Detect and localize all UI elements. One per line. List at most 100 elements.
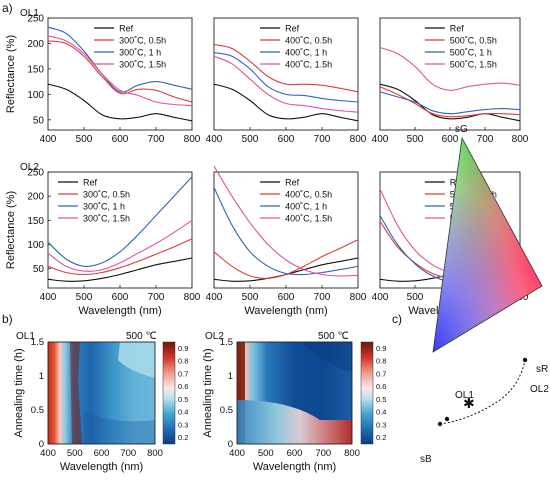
line-chart-a4: 400 500 600 700 800 50 100 150 200 250 Reflectance… [5, 162, 201, 317]
figure-label-b: b) [2, 312, 13, 326]
x-tick-label: 400 [206, 292, 223, 303]
x-tick-label: 400 [372, 292, 389, 303]
gamut-triangle [432, 136, 543, 353]
series-line [379, 86, 521, 118]
heatmap-surface [237, 342, 352, 444]
y-axis-label: Annealing time (h) [13, 348, 25, 437]
colorbar-tick-label: 0.4 [178, 408, 188, 417]
series-line [47, 35, 193, 107]
x-tick-label: 500 [67, 448, 83, 459]
colorbar-tick-label: 0.5 [376, 395, 386, 404]
series-line [379, 83, 521, 122]
y-tick-label: 1 [228, 371, 233, 382]
legend-label: Ref [285, 178, 300, 188]
legend-label: 400˚C, 1.5h [285, 214, 332, 224]
heatmap-frame [47, 341, 156, 445]
y-tick-label: 50 [33, 115, 45, 126]
legend-label: 400˚C, 1 h [285, 48, 327, 58]
legend: Ref 300˚C, 0.5h 300˚C, 1 h 300˚C, 1.5h [58, 178, 130, 224]
x-tick-label: 700 [477, 134, 494, 145]
x-tick-label: 800 [350, 292, 367, 303]
series-line [213, 239, 359, 279]
panel-group-label: OL2 [20, 162, 39, 173]
figure-label-a: a) [2, 1, 13, 15]
legend-label: 400˚C, 1 h [285, 202, 327, 212]
x-axis-label: Wavelength (nm) [244, 305, 327, 317]
series-line [213, 165, 359, 277]
x-tick-label: 600 [94, 448, 110, 459]
x-tick-label: 600 [112, 134, 129, 145]
x-tick-label: 800 [184, 134, 201, 145]
x-tick-label: 400 [206, 134, 223, 145]
colorbar-tick-label: 0.6 [178, 382, 188, 391]
corner-label-sb: sB [420, 454, 432, 465]
heatmap-panel-ol2: OL2 500 ℃ 400 500 600 700 800 0 0.5 1 1.5 Wavelen… [202, 331, 386, 473]
y-tick-label: 50 [33, 264, 45, 275]
legend-label: 300˚C, 0.5h [83, 190, 130, 200]
legend-label: 300˚C, 0.5h [119, 36, 166, 46]
point-label-ol1: OL1 [455, 390, 474, 401]
y-tick-label: 1 [39, 371, 44, 382]
x-tick-label: 800 [344, 448, 360, 459]
y-tick-label: 0 [39, 439, 44, 450]
x-tick-label: 800 [147, 448, 163, 459]
panel-group-label: OL1 [20, 8, 39, 19]
x-tick-label: 500 [407, 292, 424, 303]
legend: Ref 400˚C, 0.5h 400˚C, 1 h 400˚C, 1.5h [260, 178, 332, 224]
series-line [379, 91, 521, 115]
y-tick-label: 1.5 [220, 337, 233, 348]
x-tick-label: 700 [314, 292, 331, 303]
colorbar-tick-label: 0.9 [376, 344, 386, 353]
legend-label: Ref [119, 24, 134, 34]
series-line [213, 55, 359, 113]
line-chart-a2: 400 500 600 700 800 Ref 400˚C, 0.5h 400˚C, 1 h 4… [206, 17, 367, 145]
series-line [213, 83, 359, 122]
x-axis-label: Wavelength (nm) [253, 461, 336, 473]
corner-label-sg: sG [455, 124, 468, 135]
y-tick-label: 0.5 [31, 405, 44, 416]
legend-label: 300˚C, 1 h [83, 202, 125, 212]
x-tick-label: 700 [314, 134, 331, 145]
x-tick-label: 400 [372, 134, 389, 145]
colorbar-tick-label: 0.6 [376, 382, 386, 391]
legend-label: Ref [83, 178, 98, 188]
x-tick-label: 800 [184, 292, 201, 303]
y-tick-label: 0.5 [220, 405, 233, 416]
colorbar-tick-label: 0.2 [178, 433, 188, 442]
colorbar-tick-label: 0.8 [178, 357, 188, 366]
figure-label-c: c) [392, 312, 402, 326]
series-line [47, 219, 193, 272]
trajectory-point [444, 416, 450, 422]
x-axis-label: Wavelength (nm) [60, 461, 143, 473]
x-tick-label: 800 [512, 134, 529, 145]
x-tick-label: 600 [112, 292, 129, 303]
x-tick-label: 800 [350, 134, 367, 145]
colorbar-tick-label: 0.4 [376, 408, 386, 417]
colorbar-tick-label: 0.2 [376, 433, 386, 442]
colorbar [360, 341, 374, 445]
colorbar-tick-label: 0.3 [376, 420, 386, 429]
series-line [379, 46, 521, 91]
x-tick-label: 700 [315, 448, 331, 459]
line-chart-a1: 400 500 600 700 800 50 100 150 200 250 Reflectance… [5, 8, 201, 145]
line-chart-a3: 400 500 600 700 800 Ref 500˚C, 0.5h 500˚C, 1 h 5… [372, 17, 529, 145]
x-tick-label: 700 [120, 448, 136, 459]
legend: Ref 400˚C, 0.5h 400˚C, 1 h 400˚C, 1.5h [260, 24, 332, 70]
colorbar [162, 341, 176, 445]
y-tick-label: 200 [27, 39, 44, 50]
x-tick-label: 400 [40, 292, 57, 303]
x-tick-label: 400 [40, 134, 57, 145]
x-tick-label: 600 [287, 448, 303, 459]
corner-label-sr: sR [536, 364, 548, 375]
color-trajectory [439, 359, 526, 425]
colorbar-tick-label: 0.7 [178, 369, 188, 378]
y-tick-label: 250 [27, 14, 44, 25]
y-tick-label: 0 [228, 439, 233, 450]
y-tick-label: 200 [27, 192, 44, 203]
x-tick-label: 500 [242, 134, 259, 145]
x-tick-label: 500 [258, 448, 274, 459]
series-line [47, 257, 193, 282]
heatmap-surface [48, 342, 155, 444]
y-tick-label: 150 [27, 64, 44, 75]
